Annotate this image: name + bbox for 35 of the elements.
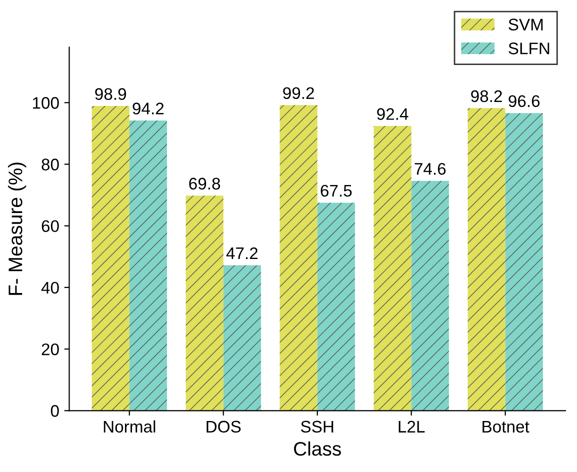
- bar: [317, 202, 355, 411]
- bar: [186, 196, 224, 411]
- data-label: 98.9: [95, 88, 126, 100]
- bar: [468, 108, 506, 411]
- y-tick-label: 60: [42, 220, 59, 232]
- y-tick-label: 20: [42, 343, 59, 356]
- bar: [411, 180, 449, 411]
- data-label: 99.2: [283, 87, 314, 100]
- data-label: 94.2: [132, 102, 164, 114]
- x-tick-label: Botnet: [482, 420, 530, 433]
- bar: [129, 120, 167, 411]
- bar: [92, 106, 130, 411]
- y-tick-label: 100: [32, 97, 59, 109]
- data-label: 47.2: [226, 247, 258, 260]
- y-tick-label: 0: [50, 405, 59, 417]
- x-tick-label: Normal: [104, 420, 156, 433]
- x-axis-title: Class: [294, 441, 341, 456]
- y-tick-label: 40: [41, 282, 59, 294]
- bar: [223, 265, 261, 411]
- data-label: 69.8: [189, 178, 220, 190]
- legend-label: SLFN: [508, 42, 550, 54]
- data-label: 67.5: [320, 184, 352, 197]
- legend-label: SVM: [508, 18, 543, 30]
- data-label: 98.2: [471, 90, 502, 102]
- data-label: 92.4: [377, 108, 408, 120]
- x-tick-label: SSH: [300, 420, 334, 433]
- bar: [374, 126, 412, 411]
- data-label: 96.6: [508, 95, 540, 108]
- x-tick-label: L2L: [398, 420, 425, 432]
- bar: [505, 113, 543, 411]
- y-axis-title: F- Measure (%): [8, 162, 26, 295]
- y-tick-label: 80: [42, 158, 59, 170]
- x-tick-label: DOS: [206, 420, 241, 433]
- bar: [280, 105, 318, 411]
- data-label: 74.6: [414, 163, 446, 175]
